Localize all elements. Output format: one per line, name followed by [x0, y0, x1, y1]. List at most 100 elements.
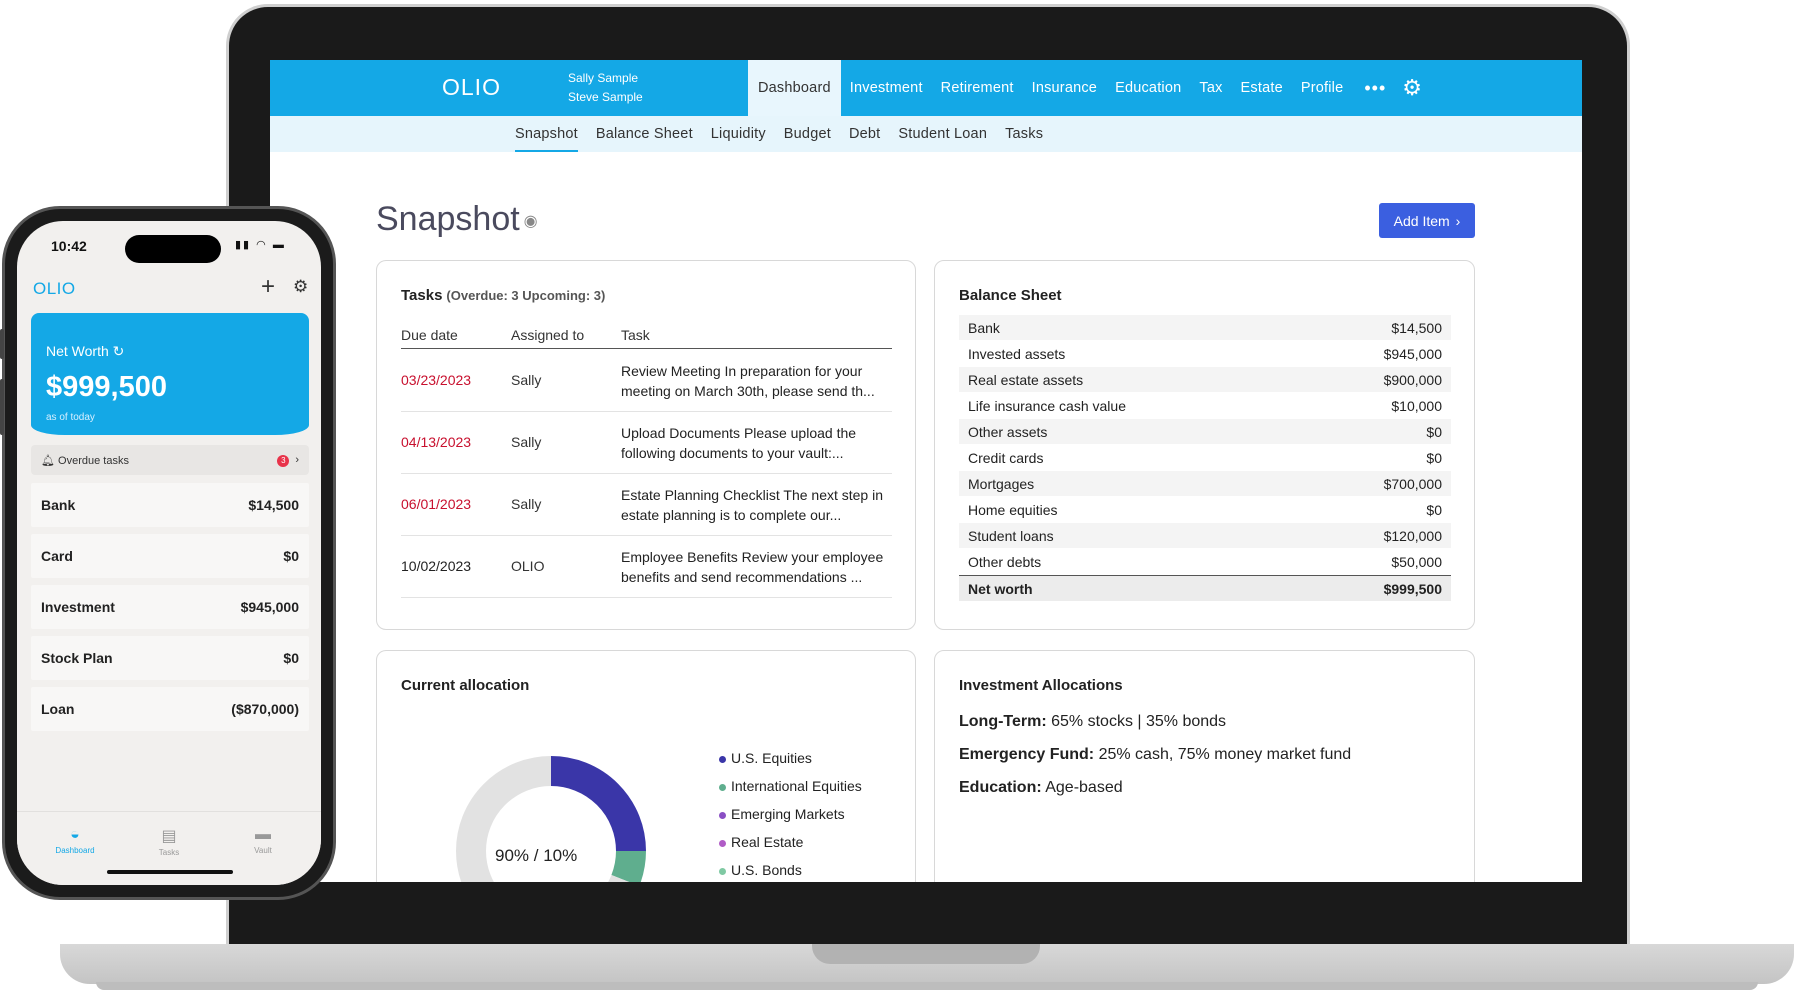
investment-allocations-title: Investment Allocations — [959, 677, 1123, 694]
legend-item[interactable]: U.S. Equities — [719, 744, 862, 772]
balance-value: $0 — [1426, 423, 1442, 440]
allocation-donut-chart[interactable] — [451, 751, 651, 882]
allocation-title: Current allocation — [401, 677, 530, 694]
subnav-debt[interactable]: Debt — [848, 126, 881, 142]
user-name-1: Sally Sample — [568, 71, 639, 85]
table-row[interactable]: 03/23/2023 Sally Review Meeting In prepa… — [401, 350, 892, 412]
net-worth-label: Net worth — [968, 580, 1033, 597]
balance-row-other-assets[interactable]: Other assets $0 — [959, 419, 1451, 445]
donut-segment-3[interactable] — [456, 756, 646, 882]
subnav-tasks[interactable]: Tasks — [1005, 126, 1044, 142]
list-item[interactable]: Card $0 — [31, 534, 309, 578]
page-title-text: Snapshot — [376, 200, 520, 238]
column-assigned-to[interactable]: Assigned to — [511, 327, 585, 343]
balance-value: $0 — [1426, 501, 1442, 518]
column-due-date[interactable]: Due date — [401, 327, 458, 343]
nav-retirement[interactable]: Retirement — [940, 80, 1014, 96]
legend-dot — [719, 867, 726, 875]
balance-row-home-equities[interactable]: Home equities $0 — [959, 497, 1451, 523]
nav-tax[interactable]: Tax — [1199, 80, 1223, 96]
legend-item[interactable]: Emerging Markets — [719, 800, 862, 828]
net-worth-value: $999,500 — [46, 371, 167, 403]
legend-dot — [719, 839, 726, 847]
balance-row-real-estate[interactable]: Real estate assets $900,000 — [959, 367, 1451, 393]
folder-icon: ▬ — [255, 826, 271, 843]
balance-row-other-debts[interactable]: Other debts $50,000 — [959, 549, 1451, 575]
account-value: ($870,000) — [231, 701, 299, 717]
balance-sheet-card: Balance Sheet Bank $14,500 Invested asset… — [934, 260, 1475, 630]
tab-dashboard[interactable]: ◒ Dashboard — [35, 826, 115, 855]
list-item[interactable]: Investment $945,000 — [31, 585, 309, 629]
list-item[interactable]: Bank $14,500 — [31, 483, 309, 527]
balance-row-credit-cards[interactable]: Credit cards $0 — [959, 445, 1451, 471]
plus-icon[interactable]: + — [261, 273, 276, 300]
table-row[interactable]: 06/01/2023 Sally Estate Planning Checkli… — [401, 474, 892, 536]
gear-icon[interactable]: ⚙ — [1402, 75, 1422, 100]
nav-investment[interactable]: Investment — [849, 80, 923, 96]
subnav-balance-sheet[interactable]: Balance Sheet — [595, 126, 693, 142]
subnav-student-loan[interactable]: Student Loan — [898, 126, 988, 142]
allocation-line-label: Emergency Fund: — [959, 746, 1095, 763]
balance-value: $0 — [1426, 449, 1442, 466]
add-item-label: Add Item — [1393, 212, 1450, 229]
legend-item[interactable]: U.S. Bonds — [719, 856, 862, 882]
investment-allocations-card: Investment Allocations Long-Term: 65% st… — [934, 650, 1475, 882]
balance-value: $50,000 — [1391, 553, 1442, 570]
table-row[interactable]: 04/13/2023 Sally Upload Documents Please… — [401, 412, 892, 474]
balance-row-mortgages[interactable]: Mortgages $700,000 — [959, 471, 1451, 497]
nav-estate[interactable]: Estate — [1240, 80, 1283, 96]
tab-tasks[interactable]: ▤ Tasks — [129, 826, 209, 857]
gear-icon[interactable]: ⚙ — [293, 277, 309, 296]
more-menu-icon[interactable]: ••• — [1364, 77, 1387, 98]
table-row[interactable]: 10/02/2023 OLIO Employee Benefits Review… — [401, 536, 892, 598]
refresh-icon[interactable]: ↻ — [112, 343, 125, 359]
tasks-table-header: Due date Assigned to Task — [401, 327, 892, 349]
allocation-legend: U.S. Equities International Equities Eme… — [719, 744, 862, 882]
add-item-button[interactable]: Add Item › — [1379, 203, 1475, 238]
nav-education[interactable]: Education — [1115, 80, 1182, 96]
tab-vault[interactable]: ▬ Vault — [223, 826, 303, 855]
list-item[interactable]: Loan ($870,000) — [31, 687, 309, 731]
nav-profile[interactable]: Profile — [1300, 80, 1344, 96]
balance-label: Life insurance cash value — [968, 397, 1126, 414]
allocation-line-text: 65% stocks | 35% bonds — [1046, 713, 1227, 730]
phone-tab-bar: ◒ Dashboard ▤ Tasks ▬ Vault — [17, 811, 321, 885]
phone-side-button — [0, 329, 4, 359]
olio-logo[interactable]: OLIO — [442, 74, 501, 100]
legend-label: Emerging Markets — [731, 806, 845, 822]
account-value: $14,500 — [248, 497, 299, 513]
allocation-line-text: 25% cash, 75% money market fund — [1094, 746, 1352, 763]
laptop-foot — [96, 982, 1758, 990]
task-due-date: 06/01/2023 — [401, 496, 472, 512]
overdue-label: Overdue tasks — [58, 454, 129, 467]
nav-dashboard[interactable]: Dashboard — [748, 60, 841, 116]
subnav-budget[interactable]: Budget — [783, 126, 831, 142]
home-indicator — [107, 870, 233, 874]
phone-accounts-list: Bank $14,500 Card $0 Investment $945,000 St… — [31, 483, 309, 738]
subnav-snapshot[interactable]: Snapshot — [506, 116, 587, 152]
balance-value: $14,500 — [1391, 319, 1442, 336]
net-worth-card[interactable]: Net Worth ↻ $999,500 as of today — [31, 313, 309, 435]
balance-value: $10,000 — [1391, 397, 1442, 414]
overdue-tasks-bar[interactable]: 🔔︎ Overdue tasks 3 › — [31, 445, 309, 475]
nav-insurance[interactable]: Insurance — [1031, 80, 1098, 96]
balance-value: $945,000 — [1383, 345, 1442, 362]
balance-row-bank[interactable]: Bank $14,500 — [959, 315, 1451, 341]
legend-item[interactable]: Real Estate — [719, 828, 862, 856]
legend-item[interactable]: International Equities — [719, 772, 862, 800]
balance-row-life-insurance[interactable]: Life insurance cash value $10,000 — [959, 393, 1451, 419]
phone-frame: 10:42 ▮▮ ◠ ▬ OLIO + ⚙ Net Worth ↻ $999,5… — [0, 206, 336, 900]
legend-label: U.S. Bonds — [731, 862, 802, 878]
main-nav: Dashboard Investment Retirement Insuranc… — [748, 60, 1426, 116]
balance-sheet-list: Bank $14,500 Invested assets $945,000 Real… — [959, 315, 1451, 602]
current-allocation-card: Current allocation 90% / 10% U.S. Equiti… — [376, 650, 916, 882]
list-item[interactable]: Stock Plan $0 — [31, 636, 309, 680]
column-task[interactable]: Task — [621, 327, 650, 343]
balance-row-invested-assets[interactable]: Invested assets $945,000 — [959, 341, 1451, 367]
household-users[interactable]: Sally Sample Steve Sample — [568, 69, 643, 107]
eye-icon[interactable]: ◉ — [523, 213, 538, 231]
balance-value: $120,000 — [1383, 527, 1442, 544]
subnav-liquidity[interactable]: Liquidity — [710, 126, 766, 142]
balance-row-student-loans[interactable]: Student loans $120,000 — [959, 523, 1451, 549]
account-label: Stock Plan — [41, 650, 113, 666]
